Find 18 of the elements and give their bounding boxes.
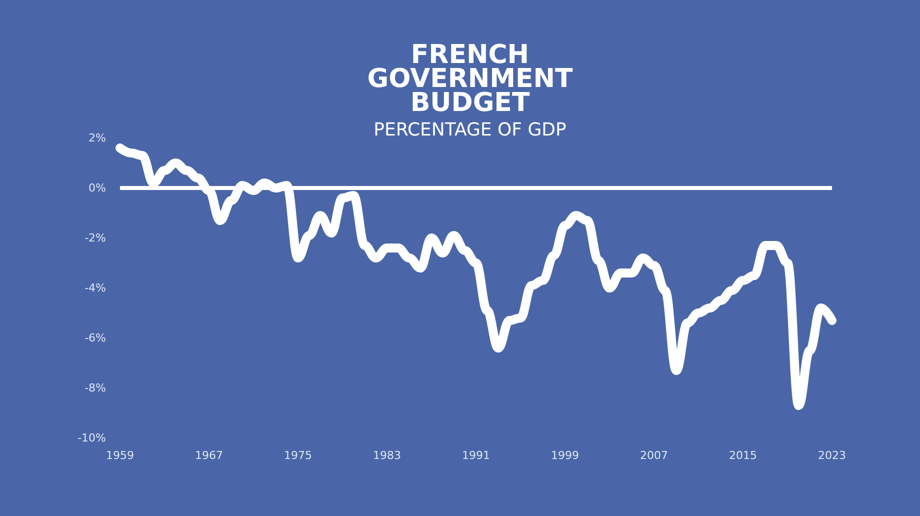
y-tick-label: -2% <box>84 232 106 244</box>
chart-subtitle: PERCENTAGE OF GDP <box>374 120 567 140</box>
x-tick-label: 1967 <box>195 449 223 462</box>
x-tick-label: 2007 <box>640 449 668 462</box>
x-tick-label: 1975 <box>284 449 312 462</box>
y-tick-label: 0% <box>88 182 106 194</box>
x-tick-label: 2015 <box>729 449 757 462</box>
x-tick-label: 1999 <box>551 449 579 462</box>
chart-title: FRENCH GOVERNMENT BUDGET <box>367 40 574 118</box>
x-tick-label: 1983 <box>373 449 401 462</box>
y-tick-label: -6% <box>84 332 106 344</box>
y-tick-label: 2% <box>88 132 106 144</box>
x-tick-label: 2023 <box>818 449 846 462</box>
x-tick-label: 1991 <box>462 449 490 462</box>
x-tick-label: 1959 <box>106 449 134 462</box>
y-tick-label: -10% <box>78 432 106 444</box>
y-tick-label: -8% <box>84 382 106 394</box>
y-tick-label: -4% <box>84 282 106 294</box>
